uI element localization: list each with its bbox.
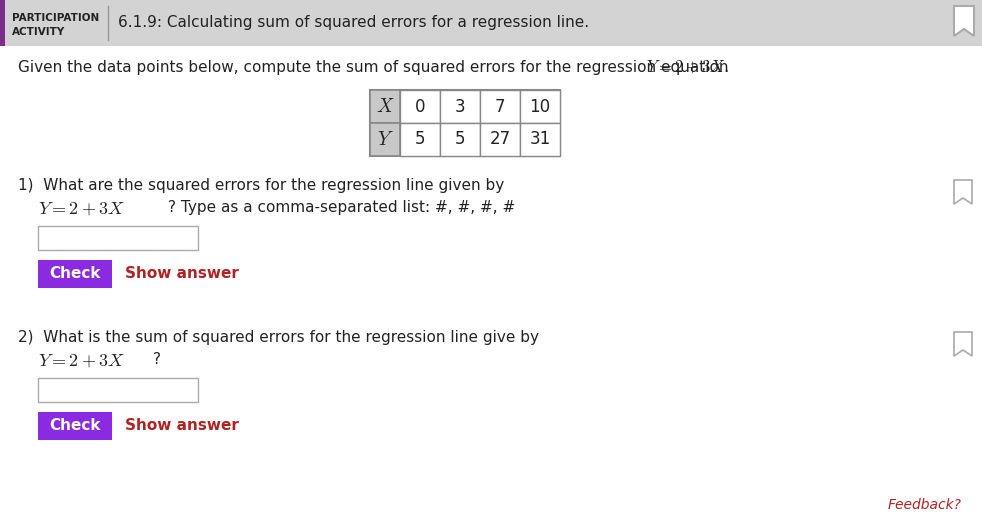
Text: 7: 7 [495, 98, 506, 115]
Text: PARTICIPATION: PARTICIPATION [12, 13, 99, 23]
Text: Show answer: Show answer [125, 266, 239, 281]
Text: 5: 5 [455, 131, 465, 149]
Text: 27: 27 [489, 131, 511, 149]
Text: ?: ? [153, 352, 161, 367]
Bar [520, 123, 560, 156]
Text: 2)  What is the sum of squared errors for the regression line give by: 2) What is the sum of squared errors for… [18, 330, 539, 345]
Bar [370, 90, 400, 123]
Text: 31: 31 [529, 131, 551, 149]
Bar [400, 90, 440, 123]
Text: Check: Check [49, 266, 101, 281]
Text: Show answer: Show answer [125, 419, 239, 434]
Polygon shape [954, 180, 972, 204]
FancyBboxPatch shape [38, 412, 112, 440]
Bar [480, 90, 520, 123]
FancyBboxPatch shape [38, 260, 112, 288]
Bar [38, 378, 198, 402]
Text: 3: 3 [455, 98, 465, 115]
Text: 0: 0 [414, 98, 425, 115]
Bar [0, 0, 5, 46]
Text: Check: Check [49, 419, 101, 434]
Text: $Y = \mathbf{2 + 3}X$: $Y = \mathbf{2 + 3}X$ [38, 200, 125, 218]
Text: $X$: $X$ [376, 97, 395, 116]
Bar [480, 123, 520, 156]
Bar [370, 90, 560, 156]
Text: Feedback?: Feedback? [888, 498, 962, 512]
Bar [400, 123, 440, 156]
Text: $Y = \mathbf{2 + 3}X$.: $Y = \mathbf{2 + 3}X$. [646, 58, 730, 76]
Text: ACTIVITY: ACTIVITY [12, 27, 65, 37]
Bar [520, 90, 560, 123]
Text: $Y$: $Y$ [377, 130, 394, 149]
Text: $Y = \mathbf{2 + 3}X$: $Y = \mathbf{2 + 3}X$ [38, 352, 125, 370]
Bar [440, 123, 480, 156]
Text: Given the data points below, compute the sum of squared errors for the regressio: Given the data points below, compute the… [18, 60, 734, 75]
Polygon shape [954, 332, 972, 356]
Text: ? Type as a comma-separated list: #, #, #, #: ? Type as a comma-separated list: #, #, … [168, 200, 516, 215]
Text: 6.1.9: Calculating sum of squared errors for a regression line.: 6.1.9: Calculating sum of squared errors… [118, 16, 589, 31]
Bar [370, 123, 400, 156]
Polygon shape [954, 6, 974, 36]
Text: 10: 10 [529, 98, 551, 115]
Bar [0, 0, 982, 46]
Bar [38, 226, 198, 250]
Bar [440, 90, 480, 123]
Text: 5: 5 [414, 131, 425, 149]
Text: 1)  What are the squared errors for the regression line given by: 1) What are the squared errors for the r… [18, 178, 504, 193]
